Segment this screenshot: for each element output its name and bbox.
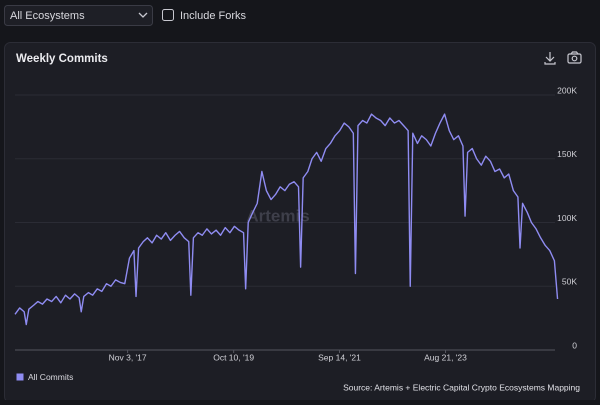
y-tick-label: 200K — [557, 85, 577, 95]
x-tick-label: Aug 21, '23 — [424, 352, 467, 362]
checkbox-label: Include Forks — [180, 10, 247, 22]
x-tick-label: Oct 10, '19 — [213, 352, 254, 362]
dropdown[interactable] — [4, 5, 153, 26]
source-note: Source: Artemis + Electric Capital Crypt… — [343, 382, 580, 392]
chart-title: Weekly Commits — [16, 53, 108, 65]
y-tick-label: 100K — [557, 213, 577, 223]
series-line — [14, 113, 559, 326]
checkbox[interactable] — [162, 9, 174, 21]
download-icon[interactable] — [544, 52, 556, 65]
x-tick-label: Sep 14, '21 — [318, 352, 361, 362]
legend-swatch — [16, 373, 24, 381]
camera-icon[interactable] — [567, 51, 582, 64]
y-tick-label: 150K — [557, 149, 577, 159]
legend-label: All Commits — [28, 372, 73, 382]
watermark: Artemis — [246, 206, 309, 225]
dropdown-label: All Ecosystems — [10, 10, 85, 22]
y-tick-label: 0 — [572, 340, 577, 350]
dropdown-arrow — [138, 12, 148, 18]
x-tick-label: Nov 3, '17 — [109, 352, 147, 362]
y-tick-label: 50K — [562, 277, 577, 287]
